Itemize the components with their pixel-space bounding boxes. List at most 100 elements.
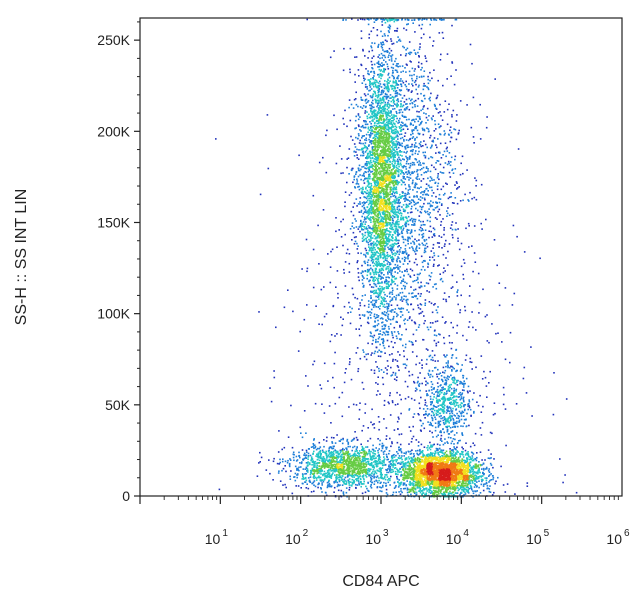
data-point <box>373 158 376 160</box>
data-point <box>395 212 397 214</box>
data-point <box>400 296 403 298</box>
data-point <box>376 127 378 129</box>
data-point <box>471 475 473 477</box>
data-point <box>394 136 396 139</box>
data-point <box>397 232 399 234</box>
data-point <box>409 162 412 165</box>
data-point <box>411 102 413 104</box>
data-point <box>402 195 404 197</box>
data-point <box>370 221 372 223</box>
data-point <box>390 273 393 276</box>
data-point <box>373 75 375 77</box>
data-point <box>403 194 406 197</box>
data-point <box>411 106 414 109</box>
data-point <box>352 167 354 170</box>
data-point <box>431 462 434 464</box>
data-point <box>396 179 398 182</box>
data-point <box>409 268 412 270</box>
data-point <box>395 110 398 113</box>
data-point <box>388 26 391 29</box>
data-point <box>397 416 400 419</box>
data-point <box>382 218 385 221</box>
data-point <box>419 116 421 118</box>
data-point <box>421 19 423 21</box>
data-point <box>383 98 385 101</box>
data-point <box>387 122 390 125</box>
data-point <box>396 222 398 224</box>
data-point <box>388 82 390 84</box>
data-point <box>362 174 365 176</box>
data-point <box>379 161 381 164</box>
data-point <box>375 171 378 173</box>
data-point <box>456 324 459 327</box>
data-point <box>378 65 381 68</box>
data-point <box>401 271 403 273</box>
data-point <box>423 140 425 142</box>
data-point <box>374 147 376 149</box>
data-point <box>394 132 396 135</box>
data-point <box>428 274 431 277</box>
data-point <box>388 305 390 308</box>
data-point <box>380 300 383 302</box>
data-point <box>377 187 380 190</box>
data-point <box>444 132 446 135</box>
data-point <box>405 152 407 154</box>
data-point <box>389 190 392 192</box>
data-point <box>383 149 386 151</box>
data-point <box>417 292 420 295</box>
data-point <box>400 129 403 131</box>
data-point <box>395 237 397 240</box>
data-point <box>396 211 398 213</box>
data-point <box>365 167 368 170</box>
data-point <box>422 265 424 268</box>
data-point <box>424 299 427 301</box>
data-point <box>440 125 442 127</box>
data-point <box>386 239 388 241</box>
data-point <box>447 197 450 200</box>
data-point <box>371 423 374 426</box>
data-point <box>379 170 381 172</box>
data-point <box>370 249 373 252</box>
data-point <box>358 185 360 188</box>
data-point <box>381 297 384 300</box>
data-point <box>429 96 431 99</box>
data-point <box>364 120 367 122</box>
data-point <box>397 135 399 138</box>
data-point <box>396 65 398 67</box>
data-point <box>368 246 370 248</box>
data-point <box>378 80 381 83</box>
data-point <box>384 92 387 95</box>
data-point <box>376 117 378 120</box>
data-point <box>394 81 396 84</box>
data-point <box>376 141 379 144</box>
data-point <box>383 120 386 122</box>
data-point <box>417 153 419 155</box>
data-point <box>410 242 412 245</box>
data-point <box>418 324 421 326</box>
data-point <box>383 131 386 133</box>
data-point <box>386 63 389 65</box>
data-point <box>380 291 382 294</box>
data-point <box>382 202 385 204</box>
data-point <box>393 172 396 174</box>
data-point <box>387 88 389 90</box>
data-point <box>417 209 419 212</box>
data-point <box>417 132 420 135</box>
data-point <box>433 103 436 106</box>
data-point <box>386 161 389 163</box>
data-point <box>382 54 384 57</box>
data-point <box>389 318 392 321</box>
data-point <box>389 394 391 397</box>
data-point <box>377 287 380 290</box>
data-point <box>373 282 375 285</box>
data-point <box>373 315 376 318</box>
data-point <box>398 181 401 184</box>
data-point <box>379 156 381 159</box>
data-point <box>379 275 382 278</box>
data-point <box>367 241 370 244</box>
data-point <box>382 199 385 201</box>
data-point <box>392 105 394 107</box>
data-point <box>395 253 398 255</box>
data-point <box>418 228 421 231</box>
data-point <box>382 339 385 341</box>
